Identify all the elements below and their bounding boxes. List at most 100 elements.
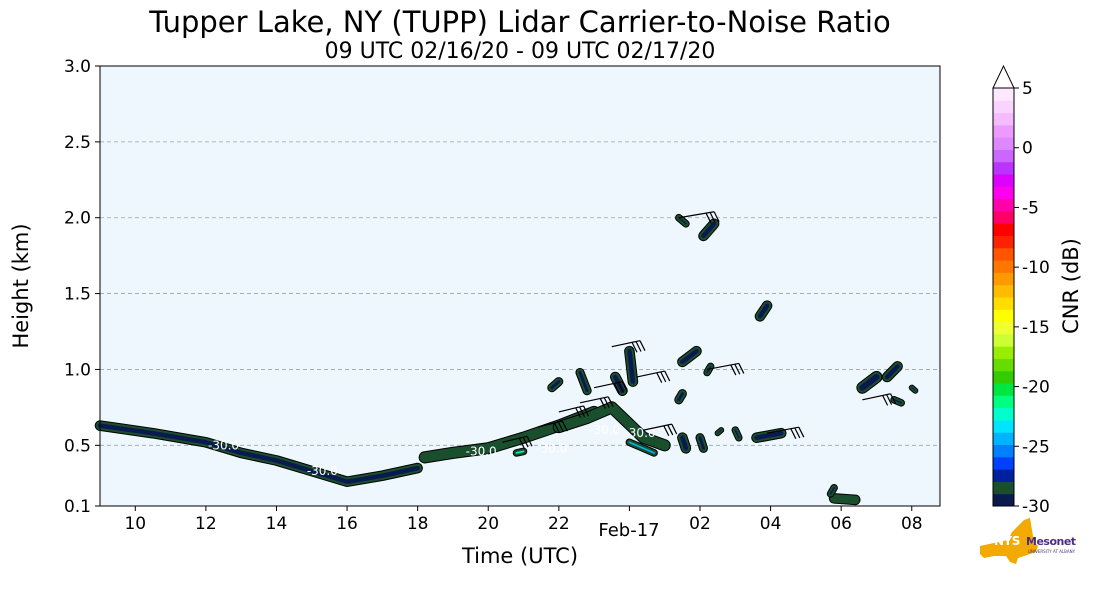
wind-barb-feather-11-0 [671, 423, 678, 435]
wind-barb-feather-1-1 [635, 341, 642, 352]
contour-labels: -30.0-30.0-30.0 -30.0-30.0 -30.0 [208, 423, 656, 478]
wind-barb-feather-0-1 [709, 212, 716, 223]
colorbar-segment-22 [993, 223, 1014, 237]
x-tick-label-6: 22 [548, 514, 570, 534]
colorbar-segment-26 [993, 174, 1014, 187]
colorbar-segment-24 [993, 198, 1014, 212]
y-tick-label-3: 1.5 [64, 285, 91, 305]
colorbar-segment-32 [993, 100, 1014, 114]
colorbar-segment-18 [993, 272, 1014, 286]
x-tick-label-8: 02 [689, 514, 711, 534]
y-tick-label-4: 2.0 [64, 209, 91, 229]
chart-title: Tupper Lake, NY (TUPP) Lidar Carrier-to-… [148, 5, 890, 39]
wind-barb-feather-10-1 [886, 394, 893, 405]
wind-barb-feather-5-0 [607, 396, 614, 408]
cloud-core-21 [829, 487, 835, 495]
cloud-core-7 [550, 380, 561, 390]
colorbar-tick-label-5: -20 [1022, 378, 1050, 398]
colorbar-segment-9 [993, 383, 1014, 396]
wind-barb-feather-6-1 [578, 406, 586, 417]
x-tick-label-0: 10 [124, 514, 146, 534]
colorbar-segment-8 [993, 395, 1014, 409]
colorbar-segment-29 [993, 137, 1014, 150]
y-axis-label: Height (km) [9, 223, 33, 348]
wind-barb-feather-2-2 [613, 382, 620, 394]
gridlines [100, 141, 940, 446]
wind-barb-10 [862, 393, 897, 406]
wind-barb-4 [636, 370, 671, 383]
colorbar-segment-14 [993, 321, 1014, 335]
y-tick-label-0: 0.1 [64, 497, 91, 517]
wind-barb-staff-2 [593, 381, 623, 389]
wind-barb-staff-5 [579, 396, 609, 404]
colorbar-segment-20 [993, 247, 1014, 261]
colorbar-tick-label-2: -5 [1022, 198, 1039, 218]
contour-label-2: -30.0 [466, 444, 497, 458]
contour-label-0: -30.0 [208, 438, 239, 452]
wind-barb-0 [678, 211, 720, 224]
cloud-core-3 [555, 404, 668, 449]
colorbar-segment-4 [993, 444, 1014, 458]
cloud-core-6 [627, 348, 636, 384]
chart-subtitle: 09 UTC 02/16/20 - 09 UTC 02/17/20 [325, 39, 716, 64]
cloud-core-24 [893, 399, 902, 404]
x-tick-label-11: 08 [901, 514, 923, 534]
x-tick-label-9: 04 [760, 514, 782, 534]
wind-barb-feather-6-0 [582, 405, 590, 417]
wind-barb-feather-8-0 [526, 436, 533, 447]
wind-barb-feather-8-2 [518, 437, 525, 449]
wind-barb-feather-4-2 [656, 372, 663, 383]
cloud-core-20 [831, 496, 858, 503]
wind-barb-feather-3-0 [738, 363, 745, 374]
colorbar-segment-7 [993, 407, 1014, 421]
y-tick-label-1: 0.5 [64, 436, 91, 456]
x-tick-label-1: 12 [195, 514, 217, 534]
cloud-core-19 [734, 429, 740, 439]
x-date-label: Feb-17 [598, 520, 659, 541]
wind-barb-feather-0-0 [713, 211, 720, 222]
wind-barb-feather-4-0 [664, 370, 671, 382]
cloud-core-4 [628, 441, 655, 454]
wind-barb-feather-2-1 [617, 382, 624, 393]
cloud-layers [94, 213, 919, 506]
wind-barb-staff-1 [611, 340, 641, 348]
colorbar-tick-label-1: 0 [1022, 139, 1033, 159]
logo-nys-text: NYS [994, 534, 1020, 548]
new-york-state-shape-icon [980, 518, 1038, 564]
y-axis-ticks: 0.1 0.5 1.0 1.5 2.0 2.5 3.0 [64, 57, 100, 517]
cloud-core-23 [884, 364, 900, 380]
colorbar-segment-3 [993, 456, 1014, 470]
colorbar-segment-27 [993, 161, 1014, 175]
wind-barb-feather-9-1 [794, 427, 801, 439]
cloud-core-14 [678, 216, 687, 225]
colorbar: 5 0 -5 -10 -15 -20 -25 -30 [992, 64, 1050, 517]
wind-barb-2 [593, 381, 628, 394]
nys-mesonet-logo: NYS Mesonet UNIVERSITY AT ALBANY [978, 516, 1078, 568]
logo-sub-text: UNIVERSITY AT ALBANY [1028, 549, 1076, 554]
colorbar-segment-16 [993, 297, 1014, 310]
wind-barb-feather-4-1 [660, 371, 667, 383]
colorbar-tick-label-4: -15 [1022, 318, 1050, 338]
wind-barb-11 [643, 423, 678, 437]
x-tick-label-2: 14 [266, 514, 288, 534]
colorbar-segment-5 [993, 432, 1014, 446]
colorbar-segment-21 [993, 235, 1014, 249]
wind-barb-staff-9 [766, 426, 799, 434]
cloud-core-0 [97, 423, 420, 484]
wind-barb-feather-5-2 [599, 398, 606, 409]
cloud-core-11 [698, 436, 706, 450]
wind-barb-feather-3-2 [730, 364, 737, 376]
cloud-core-8 [578, 370, 589, 393]
wind-barb-feather-0-2 [705, 213, 712, 224]
contour-label-1: -30.0 [307, 464, 338, 478]
wind-barb-feather-7-2 [553, 422, 560, 433]
cloud-core-25 [911, 387, 916, 392]
colorbar-tick-label-6: -25 [1022, 437, 1050, 457]
wind-barb-feather-7-0 [561, 420, 568, 432]
x-axis-ticks: 10 12 14 16 18 20 22 02 04 06 08 [124, 506, 923, 534]
wind-barb-staff-4 [636, 370, 665, 378]
colorbar-segment-17 [993, 284, 1014, 298]
colorbar-tick-label-7: -30 [1022, 497, 1050, 517]
wind-barb-staff-0 [678, 211, 715, 219]
